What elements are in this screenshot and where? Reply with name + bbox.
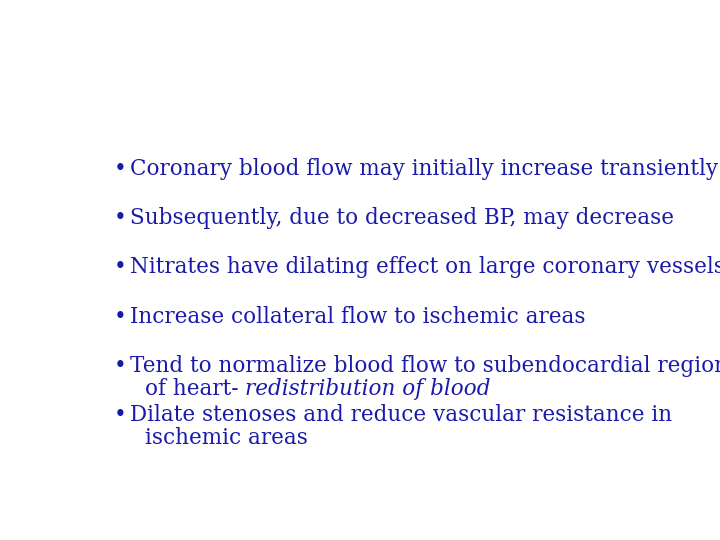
- Text: Coronary blood flow may initially increase transiently: Coronary blood flow may initially increa…: [130, 158, 719, 180]
- Text: ischemic areas: ischemic areas: [145, 427, 307, 449]
- Text: •: •: [114, 256, 126, 279]
- Text: Increase collateral flow to ischemic areas: Increase collateral flow to ischemic are…: [130, 306, 585, 328]
- Text: of heart-: of heart-: [145, 379, 246, 400]
- Text: •: •: [114, 404, 126, 426]
- Text: redistribution of blood: redistribution of blood: [246, 379, 491, 400]
- Text: •: •: [114, 158, 126, 180]
- Text: •: •: [114, 306, 126, 328]
- Text: •: •: [114, 207, 126, 230]
- Text: Nitrates have dilating effect on large coronary vessels: Nitrates have dilating effect on large c…: [130, 256, 720, 279]
- Text: Subsequently, due to decreased BP, may decrease: Subsequently, due to decreased BP, may d…: [130, 207, 674, 230]
- Text: •: •: [114, 355, 126, 376]
- Text: Tend to normalize blood flow to subendocardial regions: Tend to normalize blood flow to subendoc…: [130, 355, 720, 376]
- Text: Dilate stenoses and reduce vascular resistance in: Dilate stenoses and reduce vascular resi…: [130, 404, 672, 426]
